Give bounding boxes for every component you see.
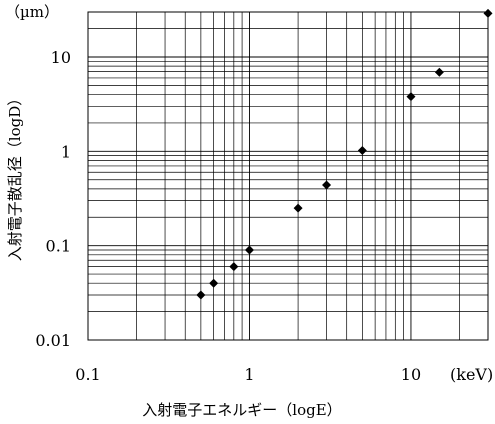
grid-layer [87, 11, 489, 341]
y-axis-unit: （µm） [5, 3, 59, 21]
y-tick-label: 10 [51, 48, 71, 67]
data-point [434, 67, 444, 77]
data-point [244, 245, 254, 255]
x-axis-unit: (keV) [450, 365, 493, 384]
data-point [293, 203, 303, 213]
data-point [406, 92, 416, 102]
x-tick-label: 1 [244, 365, 254, 384]
data-point [322, 180, 332, 190]
y-tick-label: 0.1 [46, 237, 71, 256]
data-point [229, 262, 239, 272]
y-tick-label: 0.01 [35, 331, 71, 350]
point-layer [196, 8, 493, 300]
y-tick-label: 1 [61, 142, 71, 161]
data-point [196, 290, 206, 300]
x-tick-label: 10 [401, 365, 421, 384]
data-point [357, 146, 367, 156]
data-point [483, 8, 493, 18]
data-point [209, 278, 219, 288]
y-axis-label: 入射電子散乱径（logD） [6, 91, 24, 261]
x-axis-label: 入射電子エネルギー（logE） [142, 401, 341, 419]
plot-frame [87, 11, 489, 341]
x-tick-label: 0.1 [75, 365, 100, 384]
